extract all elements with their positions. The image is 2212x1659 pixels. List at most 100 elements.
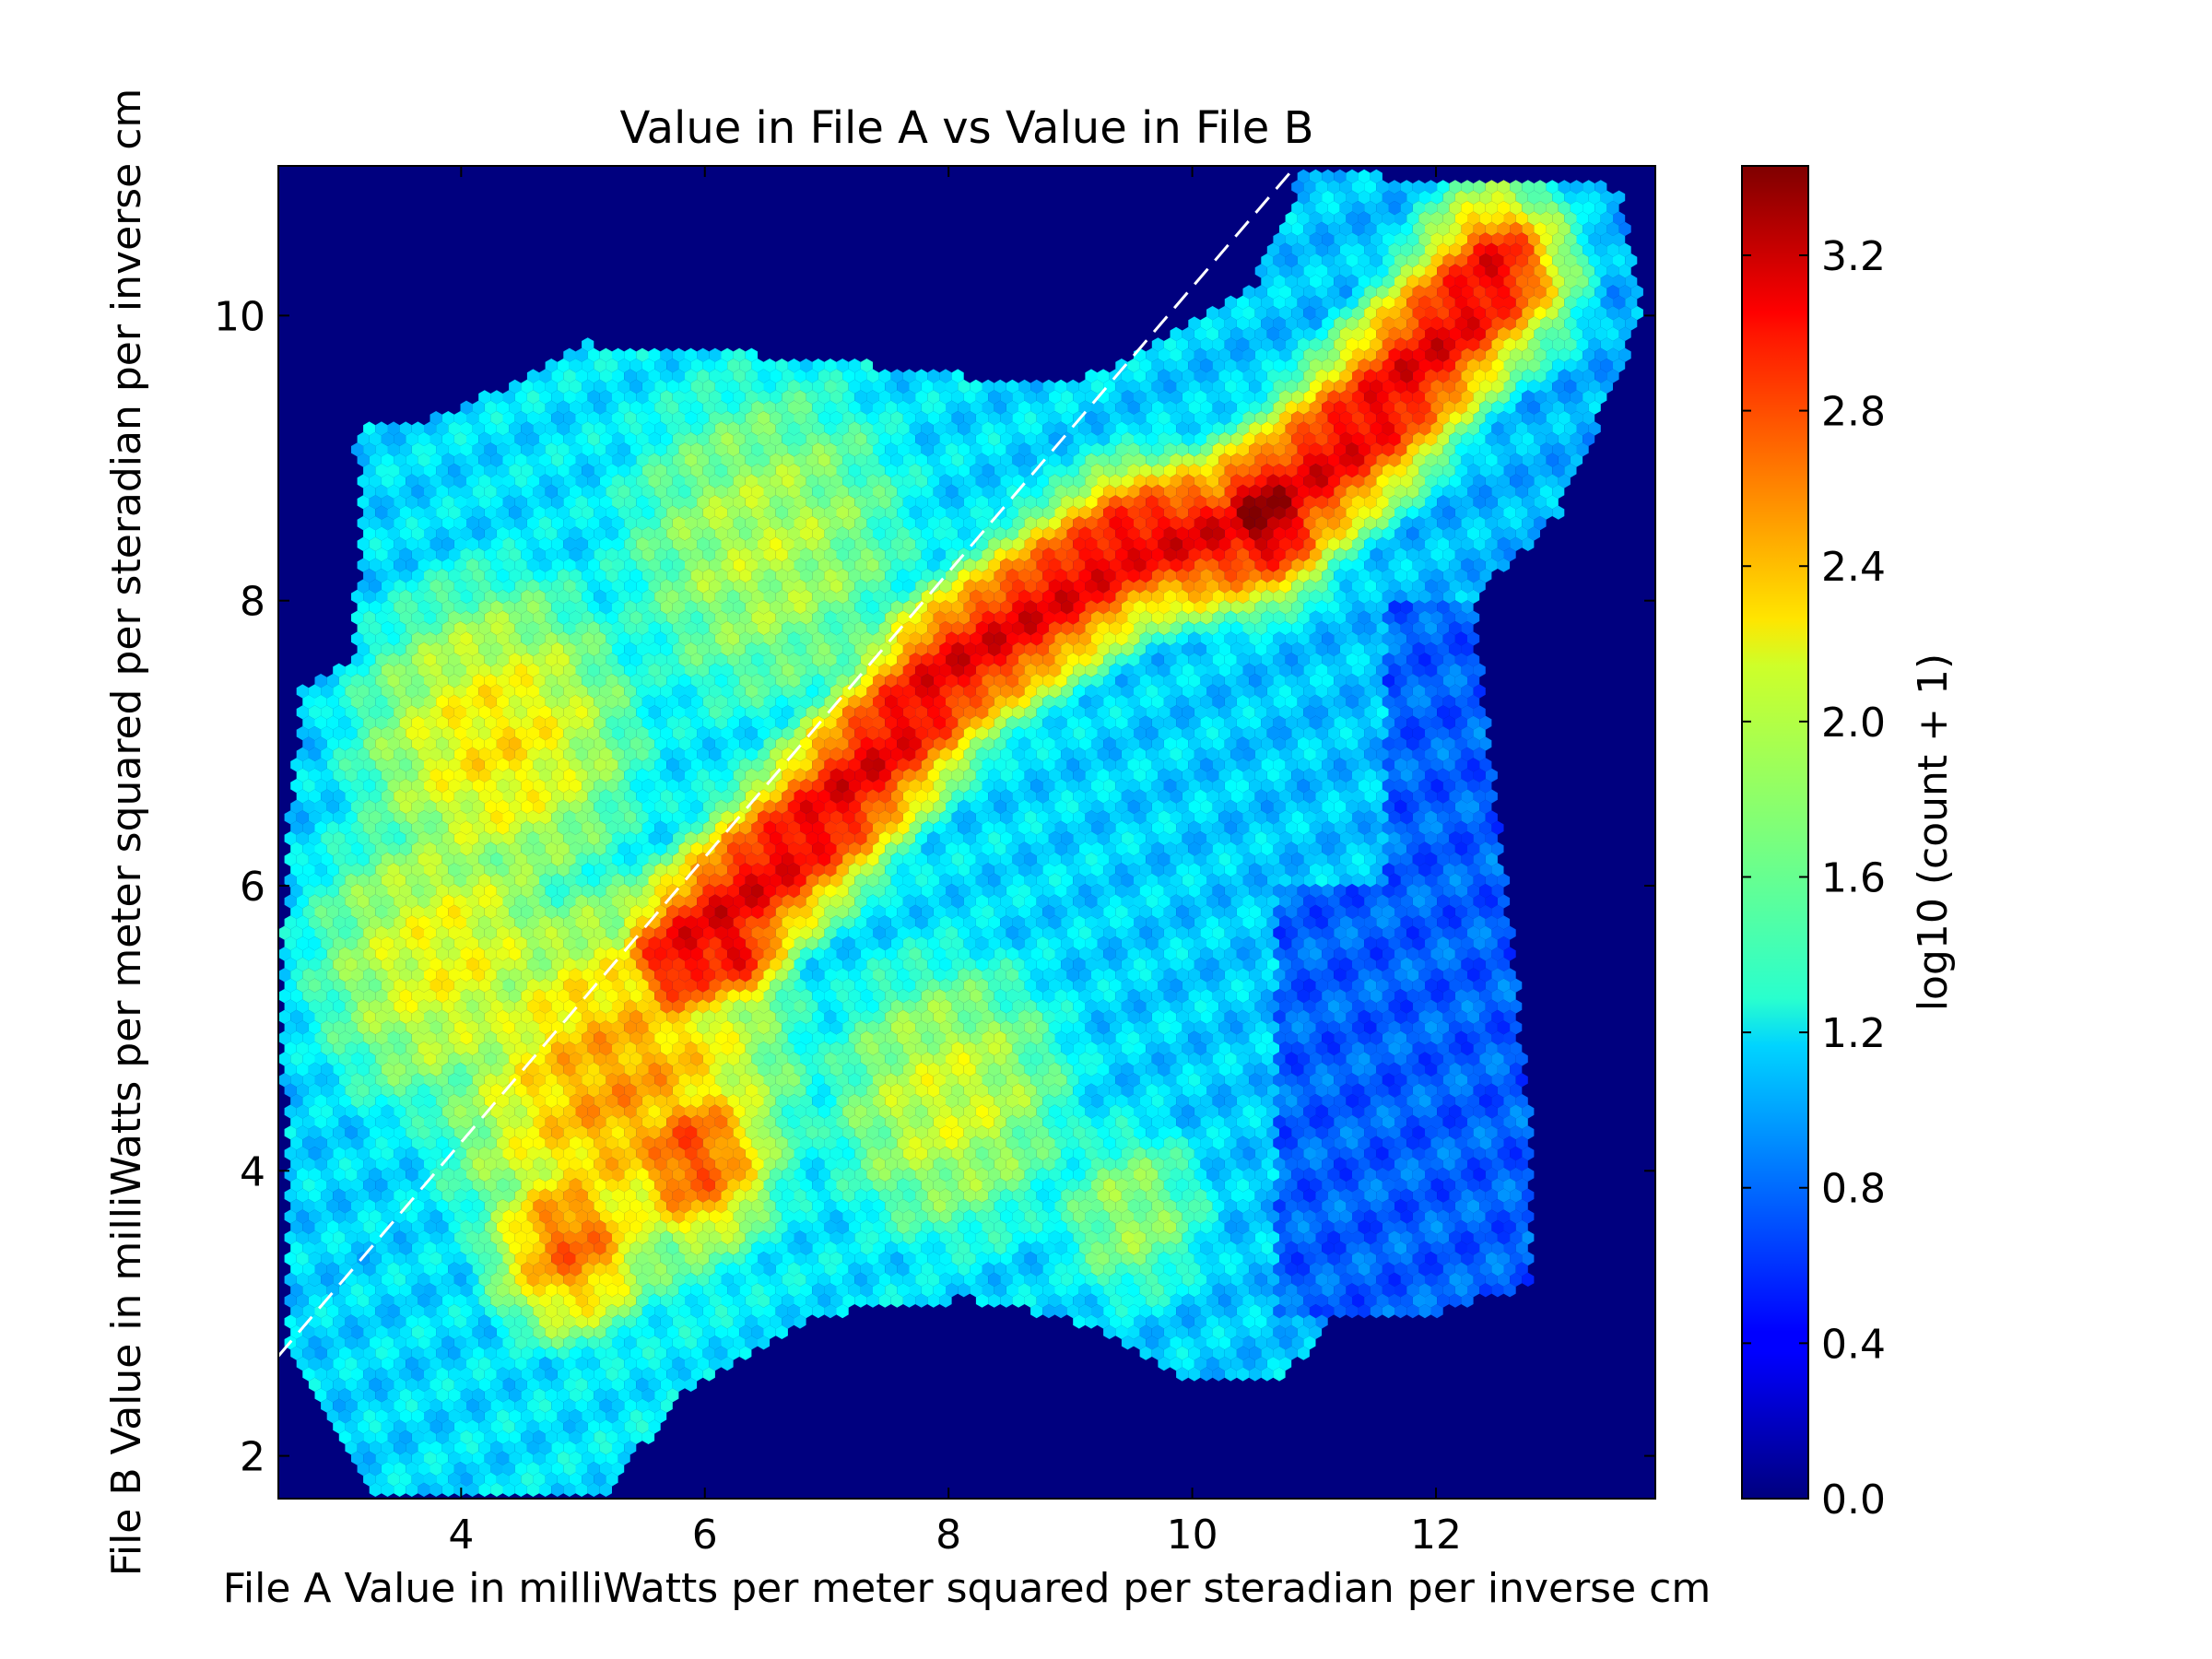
hex-bin — [1382, 232, 1394, 247]
hex-bin — [1467, 211, 1480, 226]
hex-bin — [1454, 232, 1467, 247]
hex-bin — [1370, 359, 1382, 373]
hex-bin — [1388, 347, 1401, 362]
hex-bin — [1054, 400, 1067, 415]
hex-bin — [1625, 295, 1638, 310]
hex-bin — [1315, 180, 1328, 194]
hex-bin — [975, 411, 989, 426]
hex-bin — [478, 411, 491, 426]
hex-bin — [775, 400, 788, 415]
hex-bin — [1339, 221, 1352, 236]
hex-bin — [873, 421, 886, 436]
hex-bin — [521, 400, 534, 415]
hex-bin — [460, 400, 473, 415]
hex-bin — [1309, 379, 1323, 394]
hex-bin — [1497, 306, 1511, 321]
hex-bin — [1454, 400, 1467, 415]
hex-bin — [1109, 411, 1122, 426]
hex-bin — [1346, 400, 1359, 415]
hex-bin — [533, 379, 546, 394]
hex-bin — [848, 421, 861, 436]
hex-bin — [641, 400, 655, 415]
hex-bin — [1522, 306, 1535, 321]
hex-bin — [1564, 379, 1577, 394]
hex-bin — [1291, 264, 1304, 278]
hex-bin — [1024, 390, 1037, 405]
hex-bin — [1485, 221, 1498, 236]
hex-bin — [496, 400, 510, 415]
hex-bin — [1418, 295, 1431, 310]
hex-bin — [1078, 400, 1091, 415]
hex-bin — [545, 400, 558, 415]
hex-bin — [1394, 295, 1407, 310]
hex-bin — [666, 400, 679, 415]
hex-bin — [1346, 253, 1359, 268]
hex-bin — [714, 421, 728, 436]
hex-bin — [1527, 190, 1540, 205]
hex-bin — [1570, 306, 1583, 321]
hex-bin — [1503, 253, 1516, 268]
hex-bin — [1158, 369, 1171, 383]
hex-bin — [709, 347, 722, 362]
hex-bin — [1449, 264, 1462, 278]
hex-bin — [1151, 337, 1164, 352]
hex-bin — [1454, 337, 1467, 352]
hex-bin — [1406, 232, 1419, 247]
hex-bin — [1522, 285, 1535, 300]
hex-bin — [1418, 274, 1431, 288]
hex-bin — [1558, 306, 1571, 321]
hex-bin — [854, 369, 867, 383]
hex-bin — [1018, 400, 1031, 415]
hex-bin — [1600, 295, 1613, 310]
hex-bin — [1315, 411, 1328, 426]
hex-bin — [1570, 411, 1583, 426]
hex-bin — [1576, 337, 1589, 352]
hex-bin — [1127, 421, 1140, 436]
hex-bin — [1212, 379, 1225, 394]
hex-bin — [1527, 421, 1540, 436]
hex-bin — [727, 421, 740, 436]
hex-bin — [878, 411, 891, 426]
hex-bin — [1510, 180, 1523, 194]
hex-bin — [1583, 285, 1595, 300]
hex-bin — [1382, 359, 1394, 373]
hex-bin — [1346, 190, 1359, 205]
hex-bin — [1570, 369, 1583, 383]
hex-bin — [1261, 274, 1274, 288]
hex-bin — [1430, 274, 1443, 288]
hex-bin — [1588, 337, 1601, 352]
hex-bin — [1134, 369, 1147, 383]
hex-bin — [1224, 316, 1237, 331]
hex-bin — [1394, 421, 1407, 436]
hex-bin — [1352, 369, 1365, 383]
hex-bin — [806, 411, 818, 426]
hex-bin — [758, 411, 771, 426]
hex-bin — [1266, 285, 1279, 300]
hex-bin — [1376, 326, 1389, 341]
hex-bin — [1134, 390, 1147, 405]
hex-bin — [1285, 232, 1298, 247]
hex-bin — [1315, 347, 1328, 362]
hex-bin — [1583, 221, 1595, 236]
hex-bin — [1594, 347, 1607, 362]
hex-bin — [1224, 337, 1237, 352]
hex-bin — [897, 379, 910, 394]
hex-bin — [1430, 421, 1443, 436]
hex-bin — [1473, 180, 1486, 194]
hex-bin — [1515, 211, 1528, 226]
hex-bin — [1266, 390, 1279, 405]
hex-bin — [1442, 190, 1455, 205]
hex-bin — [533, 421, 546, 436]
hex-bin — [1600, 316, 1613, 331]
hex-bin — [1576, 400, 1589, 415]
hex-bin — [1285, 316, 1298, 331]
hex-bin — [594, 379, 606, 394]
hex-bin — [1297, 253, 1310, 268]
hex-bin — [357, 431, 370, 446]
hex-bin — [618, 400, 630, 415]
hex-bin — [909, 400, 922, 415]
hex-bin — [1061, 411, 1074, 426]
hex-bin — [1606, 242, 1619, 257]
hex-bin — [1503, 316, 1516, 331]
hex-bin — [1406, 316, 1419, 331]
